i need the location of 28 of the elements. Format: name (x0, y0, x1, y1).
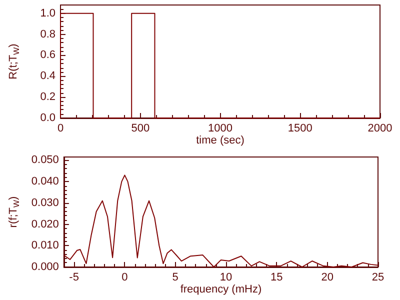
y-tick-label: 0.030 (31, 196, 59, 209)
x-tick-label: 0 (57, 122, 64, 134)
x-tick-label: 15 (270, 272, 283, 284)
y-axis-title: R(t;TW) (8, 44, 21, 80)
y-tick-label: 0.020 (31, 218, 59, 230)
y-tick-label: 0.050 (31, 154, 59, 166)
y-tick-label: 0.8 (40, 28, 56, 40)
x-tick-label: 500 (131, 122, 150, 134)
x-tick-label: -5 (69, 272, 79, 284)
y-tick-label: 0.6 (40, 49, 56, 62)
y-tick-label: 0.0 (40, 112, 56, 124)
y-tick-label: 0.040 (31, 176, 59, 188)
y-tick-label: 1.0 (40, 7, 56, 20)
y-tick-label: 0.2 (40, 91, 56, 104)
x-tick-label: 25 (372, 272, 384, 284)
x-axis-title: frequency (mHz) (180, 284, 262, 296)
y-axis-title: r(f;TW) (8, 196, 21, 228)
y-tick-label: 0.4 (40, 70, 56, 82)
x-tick-label: 1000 (208, 122, 232, 134)
x-tick-label: 2000 (368, 122, 392, 134)
x-axis-title: time (sec) (196, 134, 244, 146)
x-tick-label: 0 (122, 272, 128, 284)
y-tick-label: 0.000 (31, 261, 59, 273)
x-tick-label: 1500 (288, 122, 312, 134)
x-tick-label: 10 (220, 272, 232, 284)
y-tick-label: 0.010 (31, 240, 59, 252)
x-tick-label: 5 (172, 272, 178, 284)
x-tick-label: 20 (321, 272, 334, 284)
